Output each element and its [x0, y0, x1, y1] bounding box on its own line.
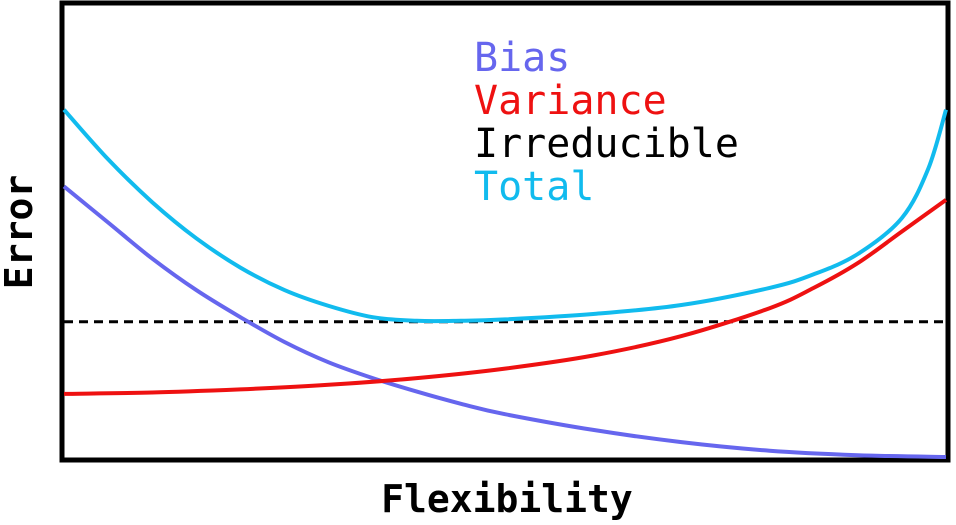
legend-entry-bias: Bias: [474, 35, 570, 81]
series-layer: [62, 108, 948, 459]
series-line-variance: [63, 198, 948, 396]
legend-entry-irreducible: Irreducible: [474, 121, 739, 167]
plot-frame: [59, 0, 951, 463]
series-line-total: [62, 108, 948, 324]
legend-entry-total: Total: [474, 164, 594, 210]
x-axis-title: Flexibility: [381, 477, 633, 521]
y-axis-title: Error: [0, 175, 41, 289]
series-line-bias: [62, 184, 947, 459]
legend-entry-variance: Variance: [474, 78, 667, 124]
